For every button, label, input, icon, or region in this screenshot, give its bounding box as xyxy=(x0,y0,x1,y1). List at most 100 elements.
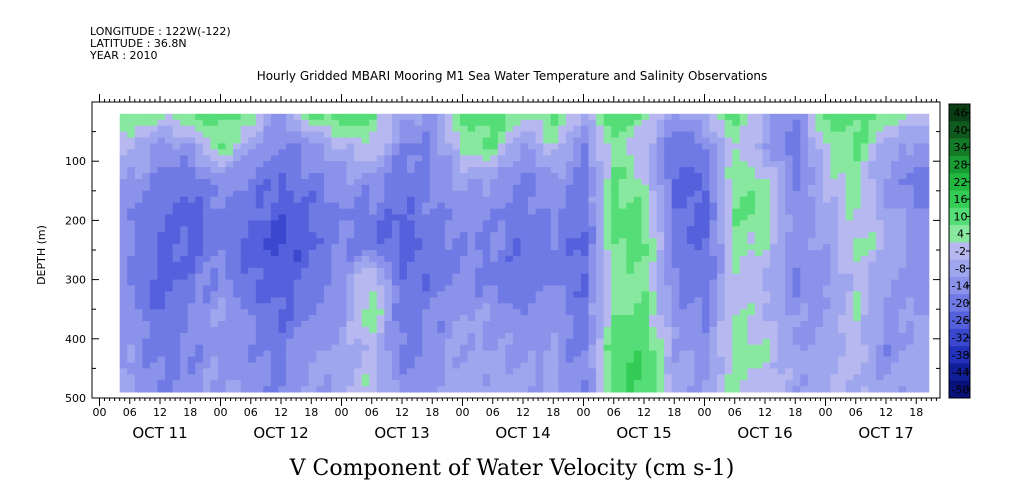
heatmap-cell xyxy=(119,173,128,180)
heatmap-cell xyxy=(346,255,355,263)
heatmap-cell xyxy=(505,125,514,132)
heatmap-cell xyxy=(777,303,786,310)
heatmap-cell xyxy=(202,208,211,215)
heatmap-cell xyxy=(278,374,287,381)
heatmap-cell xyxy=(558,113,567,121)
heatmap-cell xyxy=(573,137,582,144)
heatmap-cell xyxy=(225,327,234,334)
heatmap-cell xyxy=(565,244,574,251)
heatmap-cell xyxy=(331,285,340,292)
heatmap-cell xyxy=(913,208,922,215)
heatmap-cell xyxy=(210,179,219,186)
heatmap-cell xyxy=(838,220,847,227)
heatmap-cell xyxy=(248,315,257,322)
heatmap-cell xyxy=(354,285,363,292)
heatmap-cell xyxy=(891,173,899,180)
heatmap-cell xyxy=(240,119,249,127)
heatmap-cell xyxy=(278,297,287,304)
heatmap-cell xyxy=(301,161,310,168)
heatmap-cell xyxy=(407,214,415,221)
heatmap-cell xyxy=(686,179,695,186)
heatmap-cell xyxy=(649,226,657,233)
heatmap-cell xyxy=(475,327,484,334)
heatmap-cell xyxy=(127,303,136,310)
heatmap-cell xyxy=(149,208,158,215)
heatmap-cell xyxy=(233,131,242,138)
heatmap-cell xyxy=(762,350,771,357)
heatmap-cell xyxy=(702,374,710,381)
heatmap-cell xyxy=(770,125,778,132)
heatmap-cell xyxy=(384,261,393,269)
heatmap-cell xyxy=(535,332,544,340)
heatmap-cell xyxy=(724,291,733,298)
heatmap-cell xyxy=(823,291,831,298)
heatmap-cell xyxy=(800,291,809,298)
heatmap-cell xyxy=(702,244,710,251)
heatmap-cell xyxy=(860,327,869,334)
heatmap-cell xyxy=(875,113,884,121)
heatmap-cell xyxy=(346,196,355,203)
heatmap-cell xyxy=(369,344,378,351)
heatmap-cell xyxy=(913,303,922,310)
heatmap-cell xyxy=(119,332,128,340)
heatmap-cell xyxy=(785,167,794,174)
heatmap-cell xyxy=(891,125,899,132)
heatmap-cell xyxy=(762,125,771,132)
heatmap-cell xyxy=(384,255,393,263)
heatmap-cell xyxy=(323,291,332,298)
heatmap-cell xyxy=(512,190,521,198)
heatmap-cell xyxy=(512,327,521,334)
heatmap-cell xyxy=(823,161,831,168)
heatmap-cell xyxy=(225,350,234,357)
heatmap-cell xyxy=(860,273,869,280)
heatmap-cell xyxy=(414,279,423,286)
heatmap-cell xyxy=(376,143,385,150)
heatmap-cell xyxy=(747,244,756,251)
heatmap-cell xyxy=(149,173,158,180)
heatmap-cell xyxy=(709,303,718,310)
heatmap-cell xyxy=(172,125,181,132)
heatmap-cell xyxy=(165,244,173,251)
heatmap-cell xyxy=(633,244,642,251)
heatmap-cell xyxy=(172,386,181,393)
heatmap-cell xyxy=(399,244,408,251)
heatmap-cell xyxy=(316,374,325,381)
heatmap-cell xyxy=(369,279,378,286)
heatmap-cell xyxy=(467,386,476,393)
heatmap-cell xyxy=(195,244,204,251)
heatmap-cell xyxy=(278,261,287,269)
heatmap-cell xyxy=(490,244,499,251)
heatmap-cell xyxy=(422,179,431,186)
heatmap-cell xyxy=(724,356,733,363)
heatmap-cell xyxy=(754,184,763,192)
heatmap-cell xyxy=(694,232,703,239)
heatmap-cell xyxy=(558,303,567,310)
heatmap-cell xyxy=(202,155,211,162)
heatmap-cell xyxy=(149,261,158,269)
heatmap-cell xyxy=(323,338,332,346)
heatmap-cell xyxy=(391,297,400,304)
heatmap-cell xyxy=(543,238,552,245)
heatmap-cell xyxy=(875,362,884,369)
heatmap-cell xyxy=(845,344,854,351)
heatmap-cell xyxy=(550,297,559,304)
heatmap-cell xyxy=(497,173,506,180)
heatmap-cell xyxy=(618,321,627,328)
heatmap-cell xyxy=(119,125,128,132)
heatmap-cell xyxy=(270,119,279,127)
heatmap-cell xyxy=(391,226,400,233)
heatmap-cell xyxy=(452,155,461,162)
heatmap-cell xyxy=(596,155,605,162)
heatmap-cell xyxy=(853,149,862,156)
heatmap-cell xyxy=(127,285,136,292)
heatmap-cell xyxy=(286,386,294,393)
heatmap-cell xyxy=(702,291,710,298)
heatmap-cell xyxy=(263,250,272,257)
heatmap-cell xyxy=(172,273,181,280)
heatmap-cell xyxy=(195,332,204,340)
heatmap-cell xyxy=(505,291,514,298)
heatmap-cell xyxy=(626,173,635,180)
heatmap-cell xyxy=(777,137,786,144)
heatmap-cell xyxy=(452,327,461,334)
heatmap-cell xyxy=(323,167,332,174)
